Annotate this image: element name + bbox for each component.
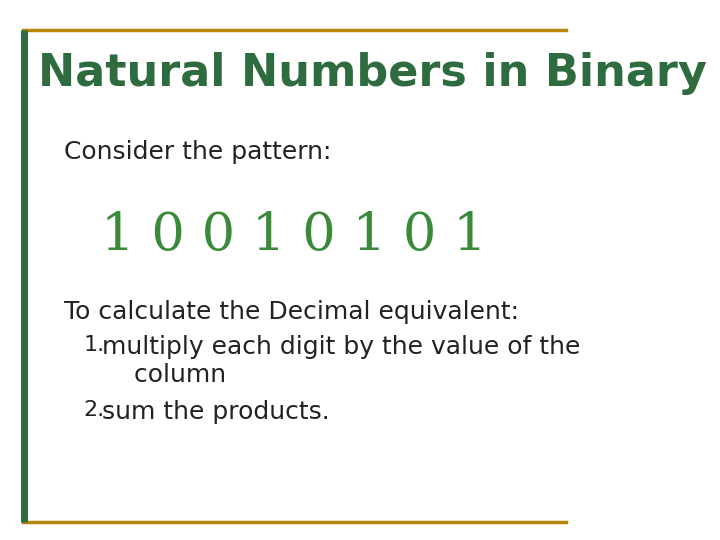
Text: multiply each digit by the value of the
    column: multiply each digit by the value of the …	[102, 335, 580, 387]
Text: 1 0 0 1 0 1 0 1: 1 0 0 1 0 1 0 1	[101, 210, 487, 261]
Text: 1.: 1.	[84, 335, 104, 355]
Text: 2.: 2.	[84, 400, 104, 420]
Text: Natural Numbers in Binary: Natural Numbers in Binary	[38, 52, 707, 95]
Text: Consider the pattern:: Consider the pattern:	[63, 140, 331, 164]
Text: sum the products.: sum the products.	[102, 400, 330, 424]
Text: To calculate the Decimal equivalent:: To calculate the Decimal equivalent:	[63, 300, 518, 324]
